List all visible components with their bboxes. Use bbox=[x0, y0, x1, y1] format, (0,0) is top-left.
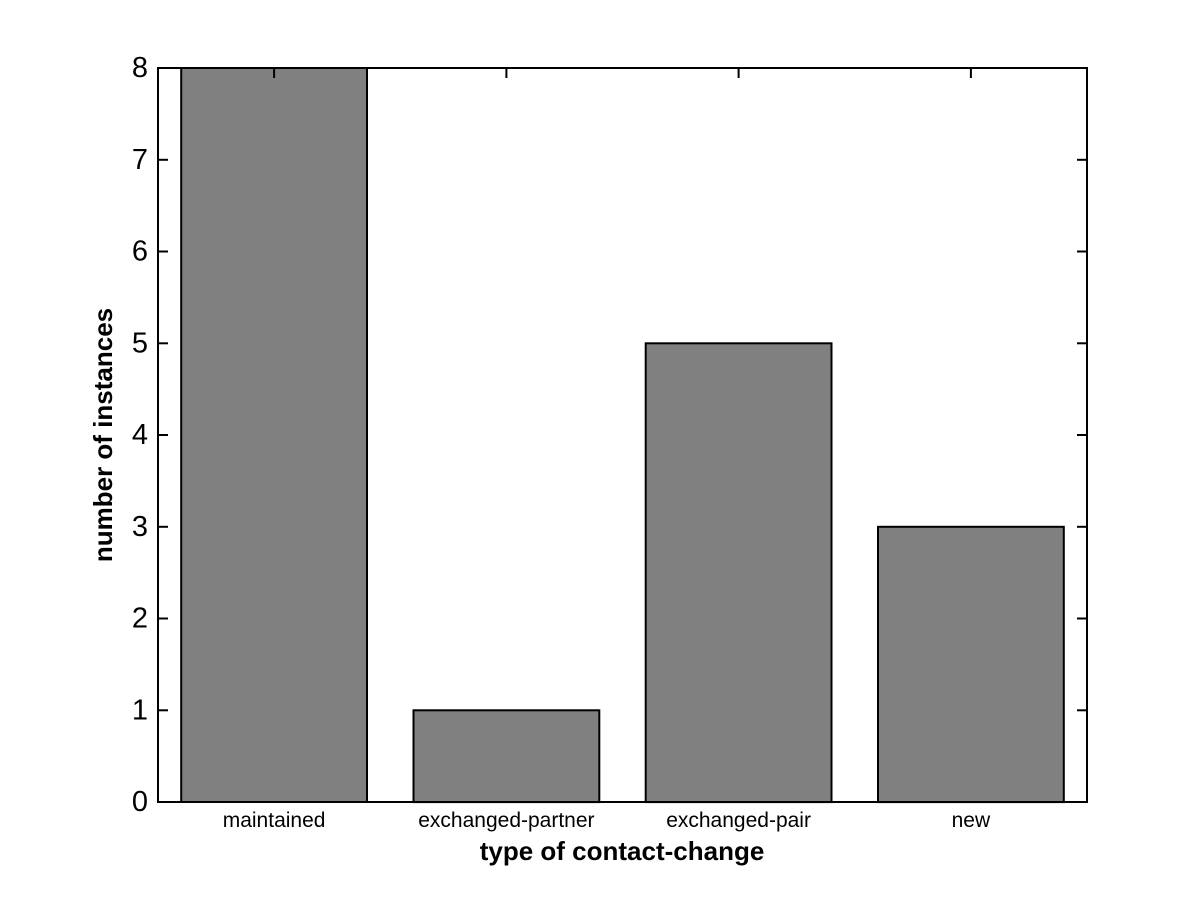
y-tick-label-7: 7 bbox=[132, 144, 148, 176]
bar-new bbox=[877, 525, 1065, 804]
bar-exchanged-pair bbox=[644, 342, 833, 804]
x-tick-label-exchanged-partner: exchanged-partner bbox=[418, 809, 594, 832]
y-tick-label-3: 3 bbox=[132, 511, 148, 543]
y-tick-label-8: 8 bbox=[132, 52, 148, 84]
x-axis-title: type of contact-change bbox=[480, 836, 765, 866]
x-tick-label-new: new bbox=[952, 809, 991, 832]
y-tick-label-6: 6 bbox=[132, 236, 148, 268]
y-tick-label-0: 0 bbox=[132, 786, 148, 818]
x-tick-label-maintained: maintained bbox=[223, 809, 326, 832]
y-tick-label-2: 2 bbox=[132, 603, 148, 635]
y-axis-title: number of instances bbox=[88, 308, 118, 562]
y-tick-label-4: 4 bbox=[132, 419, 148, 451]
y-tick-label-1: 1 bbox=[132, 694, 148, 726]
y-tick-label-5: 5 bbox=[132, 327, 148, 359]
bar-maintained bbox=[180, 67, 368, 803]
bar-exchanged-partner bbox=[412, 709, 601, 804]
x-tick-label-exchanged-pair: exchanged-pair bbox=[666, 809, 811, 832]
